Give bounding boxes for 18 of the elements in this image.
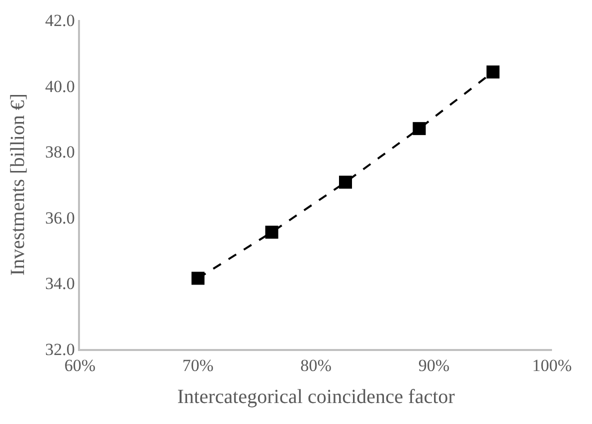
- y-tick-label: 38.0: [45, 142, 75, 162]
- point: [265, 226, 278, 239]
- y-tick-label: 36.0: [45, 208, 75, 228]
- point: [339, 176, 352, 189]
- point: [412, 122, 426, 136]
- y-tick-label: 40.0: [45, 76, 75, 96]
- x-tick-label: 100%: [532, 356, 572, 376]
- y-axis-title: Investments [billion €]: [7, 93, 30, 276]
- x-tick-label: 90%: [418, 356, 450, 376]
- x-tick-label: 80%: [300, 356, 332, 376]
- x-tick-label: 70%: [182, 356, 214, 376]
- x-axis-title: Intercategorical coincidence factor: [177, 386, 456, 408]
- y-tick-label: 32.0: [45, 340, 75, 359]
- point: [192, 272, 204, 285]
- y-tick-label: 42.0: [45, 10, 75, 30]
- point: [486, 65, 500, 78]
- x-tick-label: 60%: [64, 356, 96, 376]
- y-tick-label: 34.0: [45, 274, 75, 294]
